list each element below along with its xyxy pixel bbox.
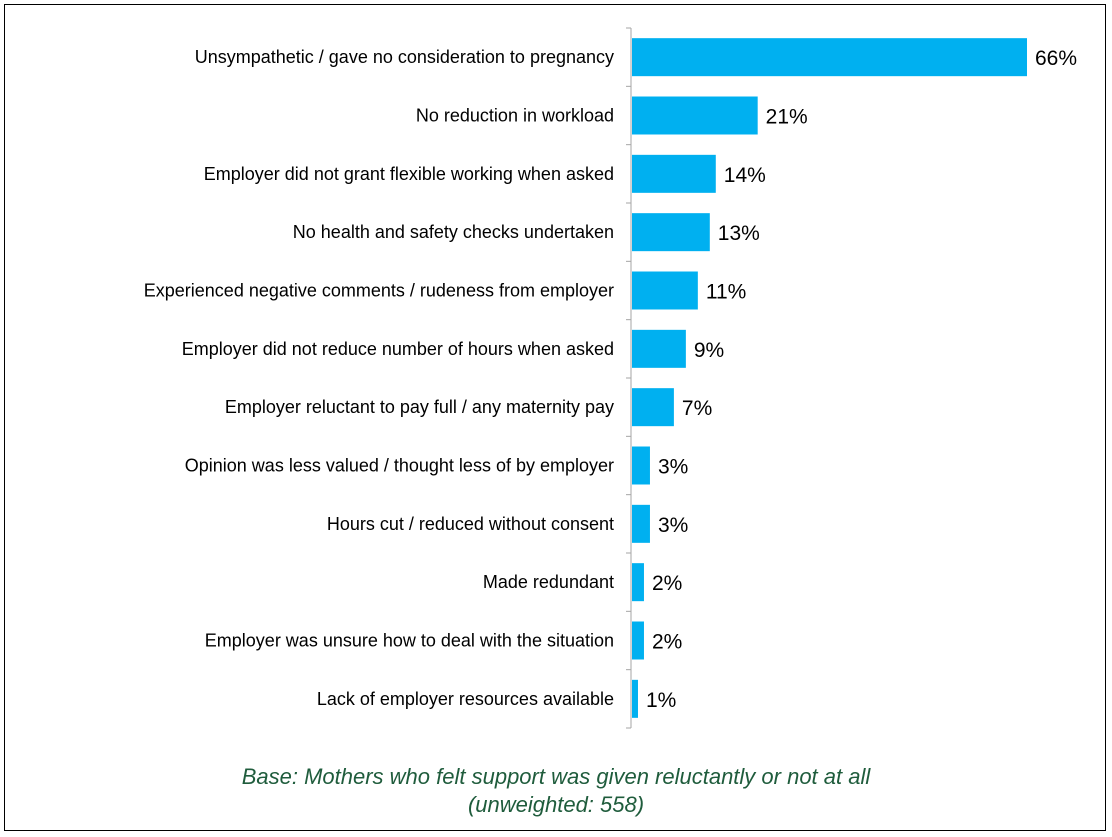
value-label: 11% (706, 281, 746, 304)
chart-frame (4, 4, 1106, 831)
value-label: 1% (646, 689, 676, 712)
value-label: 2% (652, 572, 682, 595)
category-label: Lack of employer resources available (317, 689, 614, 709)
footnote-line-1: Base: Mothers who felt support was given… (241, 764, 871, 789)
bar (632, 504, 650, 543)
bar (632, 213, 710, 252)
axis (626, 27, 632, 729)
value-label: 66% (1035, 47, 1077, 70)
bar (632, 679, 638, 718)
value-label: 2% (652, 631, 682, 654)
value-label: 3% (658, 514, 688, 537)
value-label: 14% (724, 164, 766, 187)
value-labels: 66% 21% 14% 13% 11% 9% 7% 3% 3% 2% 2% 1% (646, 47, 1077, 712)
category-label: Employer was unsure how to deal with the… (205, 631, 614, 651)
value-label: 3% (658, 456, 688, 479)
value-label: 21% (766, 106, 808, 129)
category-label: Unsympathetic / gave no consideration to… (195, 47, 614, 67)
bar (632, 329, 686, 368)
category-label: Experienced negative comments / rudeness… (144, 281, 614, 301)
bar (632, 154, 716, 193)
bar (632, 621, 644, 660)
category-labels: Unsympathetic / gave no consideration to… (144, 47, 614, 709)
bars (632, 38, 1027, 718)
category-label: Employer did not grant flexible working … (204, 164, 614, 184)
category-label: Employer reluctant to pay full / any mat… (225, 397, 614, 417)
bar (632, 563, 644, 602)
bar (632, 96, 758, 135)
category-label: Opinion was less valued / thought less o… (185, 456, 614, 476)
category-label: Made redundant (483, 572, 614, 592)
bar (632, 271, 698, 310)
value-label: 13% (718, 222, 760, 245)
bar (632, 446, 650, 485)
bar (632, 38, 1027, 77)
value-label: 9% (694, 339, 724, 362)
category-label: Hours cut / reduced without consent (327, 514, 614, 534)
value-label: 7% (682, 397, 712, 420)
bar (632, 388, 674, 427)
category-label: No health and safety checks undertaken (293, 222, 614, 242)
category-label: No reduction in workload (416, 106, 614, 126)
category-label: Employer did not reduce number of hours … (182, 339, 614, 359)
footnote-line-2: (unweighted: 558) (467, 792, 645, 817)
